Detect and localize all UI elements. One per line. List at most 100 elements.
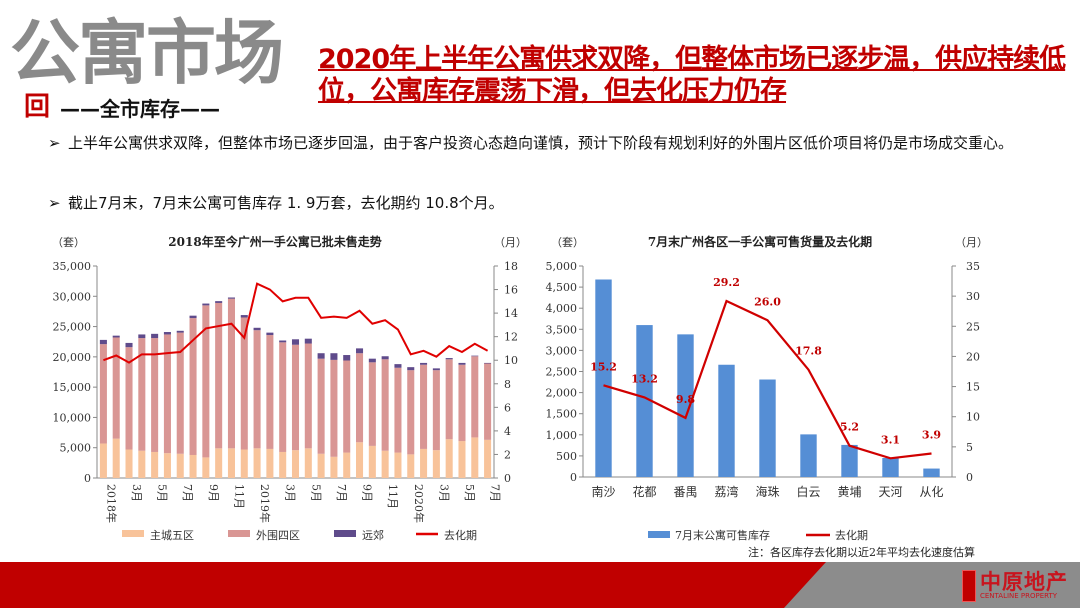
bar [595,279,612,477]
x-tick-label: 海珠 [755,484,779,499]
legend-label: 外围四区 [256,529,300,542]
bar-segment [240,449,248,478]
bullet-text: 上半年公寓供求双降，但整体市场已逐步回温，由于客户投资心态趋向谨慎，预计下阶段有… [68,134,1014,152]
x-tick-label: 5月 [309,484,322,502]
bar-segment [330,359,338,457]
bar [636,325,653,477]
y-tick-label: 1,000 [546,429,578,442]
x-tick-label: 11月 [386,484,399,509]
bar-segment [266,332,274,336]
bar-segment [484,362,492,364]
bar-segment [291,344,300,451]
y2-axis-unit: （月） [955,236,988,249]
chart-title: 2018年至今广州一手公寓已批未售走势 [168,234,381,249]
bar-segment [99,339,107,345]
y2-tick-label: 12 [504,331,518,344]
y-tick-label: 35,000 [53,260,92,273]
bar-segment [176,332,184,454]
bar-segment [151,333,159,339]
bar-segment [279,451,287,478]
y-tick-label: 1,500 [546,408,578,421]
bar-segment [484,363,492,440]
x-tick-label: 3月 [284,484,297,502]
bar-segment [471,355,479,357]
y-tick-label: 4,500 [546,281,578,294]
x-tick-label: 黄埔 [837,485,861,499]
bar-segment [458,362,466,365]
x-tick-label: 2020年 [412,484,426,523]
x-tick-label: 天河 [878,485,902,499]
y2-tick-label: 6 [504,401,511,414]
y-tick-label: 4,000 [546,302,578,315]
y2-tick-label: 20 [966,350,980,363]
y2-tick-label: 15 [966,381,980,394]
x-tick-label: 11月 [232,484,245,509]
bar-segment [266,335,274,449]
y-tick-label: 3,000 [546,344,578,357]
bar-segment [420,362,428,365]
y-tick-label: 5,000 [60,442,92,455]
y-axis-unit: （套） [52,236,85,249]
bar-segment [189,454,197,478]
data-label: 9.8 [676,393,695,406]
section-subtitle: ——全市库存—— [60,97,220,121]
data-label: 15.2 [590,360,617,373]
bar-segment [125,347,133,450]
bar-segment [189,315,197,319]
arrow-bullet-icon: ➢ [48,194,61,212]
y-axis-unit: （套） [551,236,584,249]
bar-segment [112,335,120,338]
x-tick-label: 2018年 [104,484,118,523]
bar-segment [356,348,364,354]
bar-segment [176,330,184,333]
bar-segment [291,450,300,478]
bar [800,434,817,477]
x-tick-label: 3月 [437,484,450,502]
x-tick-label: 白云 [796,484,820,499]
bar-segment [471,356,479,438]
bar [923,468,940,477]
bar-segment [394,367,402,453]
y2-tick-label: 0 [966,471,973,484]
bar-segment [445,359,453,440]
bar-segment [484,439,492,478]
x-tick-label: 南沙 [591,484,615,499]
bar-segment [163,453,171,478]
footer-logo-area [784,562,1080,608]
bar-segment [445,358,453,360]
bar-segment [151,338,159,452]
bar-segment [381,359,389,451]
bar [882,458,899,477]
bar-segment [176,453,184,478]
centaline-logo: 中原地产 CENTALINE PROPERTY [962,568,1074,604]
bar-segment [189,318,197,455]
y-tick-label: 30,000 [53,290,92,303]
y-tick-label: 5,000 [546,260,578,273]
x-tick-label: 7月 [335,484,348,502]
y2-tick-label: 25 [966,320,980,333]
y-tick-label: 500 [556,450,577,463]
bar-segment [317,353,325,359]
legend-label: 主城五区 [150,529,194,542]
chart-note: 注：各区库存去化期以近2年平均去化速度估算 [748,545,975,559]
bar-segment [368,362,376,446]
y2-tick-label: 4 [504,425,511,438]
bar-segment [138,338,146,451]
bar-segment [125,342,133,348]
y-tick-label: 2,000 [546,387,578,400]
bar-segment [394,452,402,478]
headline: 2020年上半年公寓供求双降，但整体市场已逐步温，供应持续低位，公寓库存震荡下滑… [318,44,1066,107]
bar-segment [215,302,223,449]
bar-segment [420,364,428,449]
legend-label: 去化期 [835,528,868,542]
bar-segment [420,448,428,478]
bar-segment [215,448,223,478]
x-tick-label: 番禺 [673,485,697,499]
y2-tick-label: 30 [966,290,980,303]
x-tick-label: 荔湾 [714,484,738,499]
data-label: 17.8 [795,345,822,358]
y-tick-label: 3,500 [546,323,578,336]
data-label: 3.9 [922,428,941,441]
bar-segment [163,332,171,335]
legend-swatch [648,531,670,538]
